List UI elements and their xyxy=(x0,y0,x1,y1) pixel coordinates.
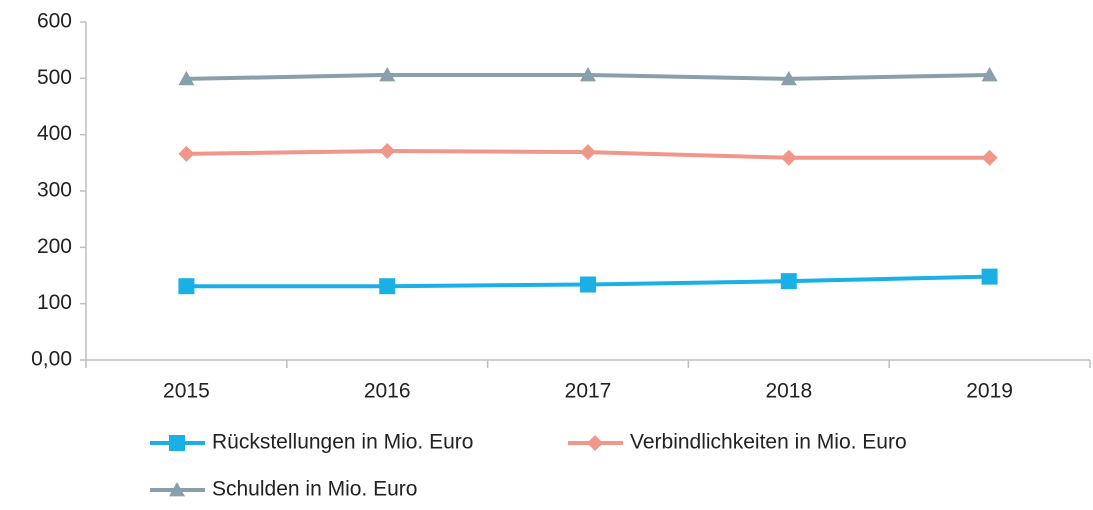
y-tick-label: 400 xyxy=(37,122,72,145)
marker xyxy=(780,70,797,86)
marker xyxy=(981,66,998,82)
marker xyxy=(780,149,797,166)
x-tick-label: 2019 xyxy=(966,380,1013,403)
x-tick-label: 2015 xyxy=(163,380,210,403)
marker xyxy=(981,149,998,166)
marker xyxy=(379,143,396,160)
y-tick-label: 200 xyxy=(37,235,72,258)
marker xyxy=(178,70,195,86)
x-tick-label: 2016 xyxy=(364,380,411,403)
legend-marker xyxy=(587,435,603,451)
y-tick-label: 100 xyxy=(37,291,72,314)
y-tick-label: 0,00 xyxy=(31,348,72,371)
marker xyxy=(981,268,998,285)
y-tick-label: 500 xyxy=(37,66,72,89)
y-tick-label: 300 xyxy=(37,179,72,202)
marker xyxy=(178,145,195,162)
marker xyxy=(580,276,596,293)
marker xyxy=(178,278,195,295)
marker xyxy=(379,278,396,295)
legend-label: Verbindlichkeiten in Mio. Euro xyxy=(630,431,907,454)
legend-label: Schulden in Mio. Euro xyxy=(212,478,417,501)
x-tick-label: 2018 xyxy=(765,380,812,403)
marker xyxy=(379,66,396,82)
legend-marker xyxy=(169,482,185,497)
marker xyxy=(580,66,596,82)
legend-marker xyxy=(169,435,185,451)
x-tick-label: 2017 xyxy=(565,380,612,403)
y-tick-label: 600 xyxy=(37,10,72,33)
marker xyxy=(780,273,797,290)
legend-label: Rückstellungen in Mio. Euro xyxy=(212,431,473,454)
marker xyxy=(580,144,596,161)
